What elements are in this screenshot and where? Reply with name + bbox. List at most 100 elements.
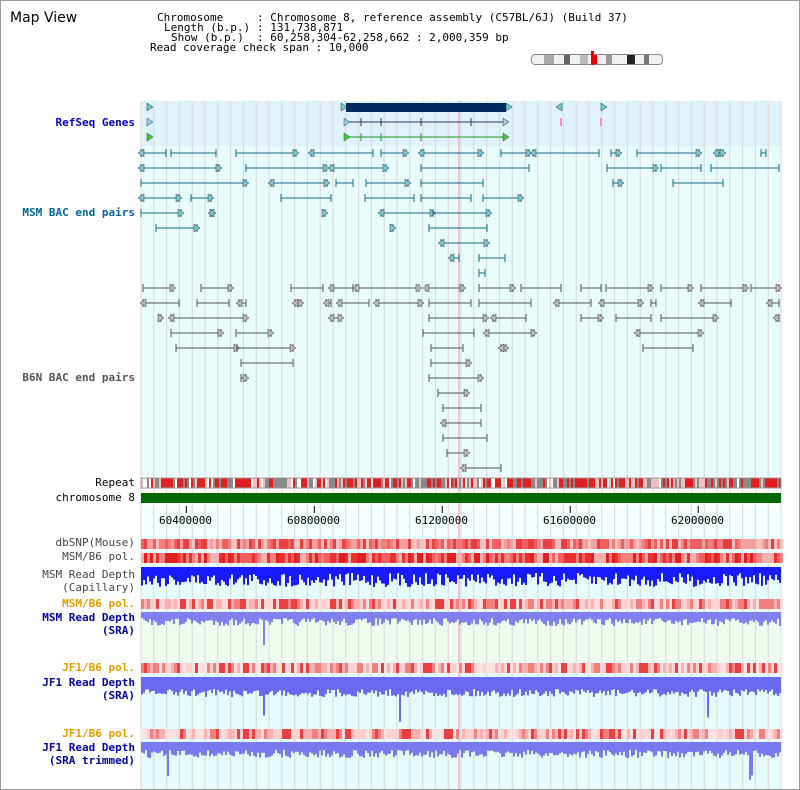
heat-strip-cell [645,599,648,609]
heat-strip-cell [393,599,396,609]
repeat-mark [143,478,145,488]
read-depth-bar [719,677,721,690]
read-depth-bar [157,567,159,583]
heat-strip-cell [489,539,492,549]
repeat-mark [231,478,233,488]
heat-strip-cell [396,663,399,673]
read-depth-bar [747,567,749,584]
track-label-jf1-depth-sra-1[interactable]: JF1 Read Depth [42,676,135,689]
track-label-msm-b6-pol-1[interactable]: MSM/B6 pol. [62,550,135,563]
repeat-mark [651,478,653,488]
heat-strip-cell [396,553,399,563]
track-label-msm-b6-pol-2[interactable]: MSM/B6 pol. [62,597,135,610]
read-depth-bar [337,742,339,753]
repeat-mark [427,478,429,488]
read-depth-bar [165,677,167,695]
heat-strip-cell [435,599,438,609]
read-depth-bar [633,612,635,624]
heat-strip-cell [372,729,375,739]
track-label-msm-bac[interactable]: MSM BAC end pairs [22,206,135,219]
repeat-mark [141,478,143,488]
read-depth-bar [635,677,637,697]
read-depth-bar [525,677,527,692]
heat-strip-cell [756,599,759,609]
heat-strip-cell [669,539,672,549]
read-depth-bar [299,742,301,756]
repeat-mark [207,478,209,488]
track-label-refseq[interactable]: RefSeq Genes [55,116,135,129]
read-depth-bar [637,742,639,758]
read-depth-bar [159,677,161,694]
heat-strip-cell [357,663,360,673]
read-depth-bar [245,677,247,692]
heat-strip-cell [273,729,276,739]
repeat-mark [379,478,381,488]
heat-strip-cell [333,729,336,739]
read-depth-bar [241,567,243,576]
read-depth-bar [599,612,601,620]
read-depth-bar [685,612,687,620]
read-depth-bar [761,677,763,690]
read-depth-bar [209,742,211,757]
track-label-jf1-b6-pol-2[interactable]: JF1/B6 pol. [62,727,135,740]
read-depth-bar [777,612,779,619]
heat-strip-cell [585,599,588,609]
read-depth-bar [155,677,157,695]
heat-strip-cell [765,729,768,739]
repeat-mark [189,478,191,488]
read-depth-bar [261,612,263,620]
heat-strip-cell [648,539,651,549]
read-depth-bar [549,567,551,584]
bac-end-arrow [389,223,397,233]
heat-strip-cell [729,663,732,673]
read-depth-bar [179,677,181,692]
repeat-mark [389,478,391,488]
repeat-mark [391,478,393,488]
read-depth-bar [685,677,687,695]
heat-strip-cell [735,539,738,549]
read-depth-bar [279,742,281,754]
read-depth-bar [521,612,523,620]
read-depth-bar [537,612,539,621]
read-depth-bar [419,677,421,691]
repeat-mark [407,478,409,488]
read-depth-bar [195,567,197,583]
read-depth-bar [253,567,255,575]
read-depth-bar [271,612,273,622]
read-depth-bar [325,742,327,757]
heat-strip-cell [507,539,510,549]
read-depth-bar [215,612,217,621]
read-depth-bar [359,742,361,757]
track-label-jf1-depth-trimmed-1[interactable]: JF1 Read Depth [42,741,135,754]
heat-strip-cell [693,553,696,563]
read-depth-bar [317,677,319,691]
heat-strip-cell [396,729,399,739]
track-label-msm-depth-sra-1[interactable]: MSM Read Depth [42,611,135,624]
track-label-b6n-bac[interactable]: B6N BAC end pairs [22,371,135,384]
heat-strip-cell [153,729,156,739]
heat-strip-cell [390,663,393,673]
repeat-mark [343,478,345,488]
chromosome-ideogram[interactable] [531,54,663,65]
heat-strip-cell [204,599,207,609]
heat-strip-cell [774,729,777,739]
heat-strip-cell [357,729,360,739]
track-label-dbsnp[interactable]: dbSNP(Mouse) [55,536,135,549]
bac-end-arrow [530,328,538,338]
heat-strip-cell [708,663,711,673]
track-label-msm-depth-capillary-1[interactable]: MSM Read Depth [42,568,135,581]
heat-strip-cell [690,539,693,549]
read-depth-bar [187,612,189,619]
read-depth-bar [289,677,291,695]
heat-strip-cell [492,539,495,549]
repeat-mark [765,478,767,488]
heat-strip-cell [705,663,708,673]
read-depth-bar [351,612,353,625]
read-depth-bar [231,567,233,575]
track-label-jf1-b6-pol-1[interactable]: JF1/B6 pol. [62,661,135,674]
heat-strip-cell [357,599,360,609]
heat-strip-cell [411,553,414,563]
heat-strip-cell [237,599,240,609]
